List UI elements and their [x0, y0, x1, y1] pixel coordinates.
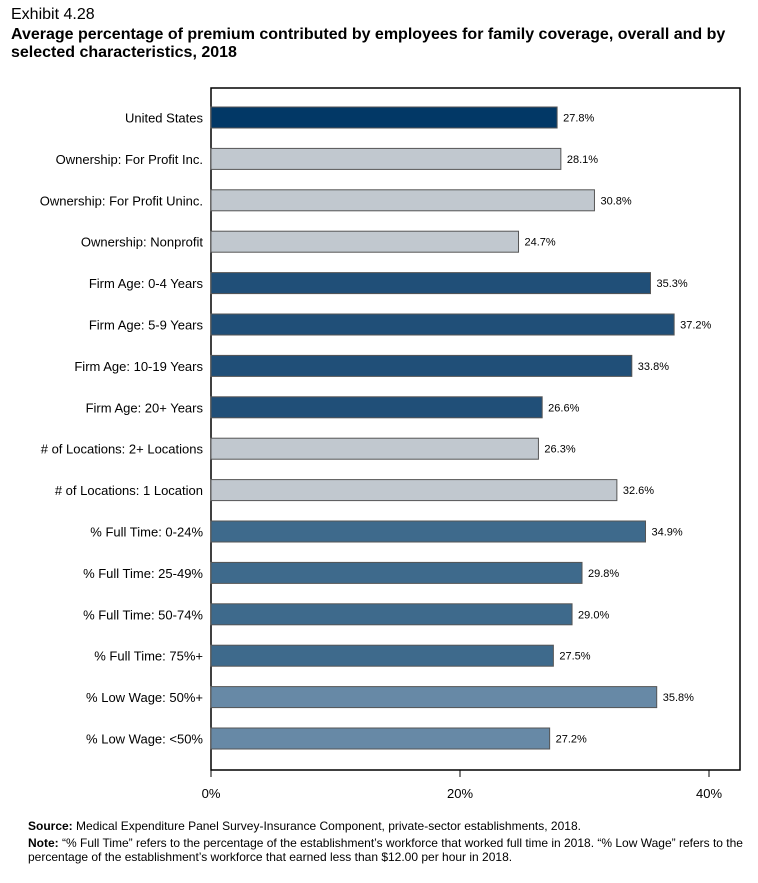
note-text: “% Full Time” refers to the percentage o… [28, 836, 743, 864]
data-label-4: 35.3% [656, 278, 687, 290]
bar-15 [210, 727, 551, 750]
bar-12 [210, 603, 573, 626]
source-text: Medical Expenditure Panel Survey-Insuran… [72, 819, 581, 833]
data-label-11: 29.8% [588, 568, 619, 580]
data-label-15: 27.2% [556, 734, 587, 746]
category-label-2: Ownership: For Profit Uninc. [40, 193, 203, 208]
category-label-0: United States [125, 111, 204, 126]
plot-frame [210, 87, 741, 771]
data-label-2: 30.8% [600, 195, 631, 207]
bar-13 [210, 644, 554, 667]
bar-9 [210, 479, 618, 502]
category-label-4: Firm Age: 0-4 Years [89, 276, 204, 291]
data-label-7: 26.6% [548, 402, 579, 414]
data-label-0: 27.8% [563, 113, 594, 125]
note-label: Note: [28, 836, 59, 850]
bar-8 [210, 437, 539, 460]
chart-title: Average percentage of premium contribute… [11, 26, 726, 61]
x-tick-label-2: 40% [696, 786, 722, 801]
data-label-13: 27.5% [559, 651, 590, 663]
bar-3 [210, 230, 520, 253]
exhibit-number: Exhibit 4.28 [11, 6, 95, 23]
category-label-5: Firm Age: 5-9 Years [89, 318, 204, 333]
bar-14 [210, 686, 658, 709]
bar-1 [210, 147, 562, 170]
bar-4 [210, 272, 651, 295]
category-label-6: Firm Age: 10-19 Years [74, 359, 203, 374]
category-label-10: % Full Time: 0-24% [90, 525, 203, 540]
data-label-6: 33.8% [638, 361, 669, 373]
footnote: Note: “% Full Time” refers to the percen… [28, 836, 748, 864]
data-label-10: 34.9% [652, 527, 683, 539]
data-label-14: 35.8% [663, 692, 694, 704]
data-label-9: 32.6% [623, 485, 654, 497]
bar-11 [210, 561, 583, 584]
category-label-12: % Full Time: 50-74% [83, 607, 203, 622]
category-label-11: % Full Time: 25-49% [83, 566, 203, 581]
category-label-14: % Low Wage: 50%+ [86, 690, 203, 705]
data-label-8: 26.3% [544, 444, 575, 456]
category-label-13: % Full Time: 75%+ [94, 649, 203, 664]
x-tick-label-0: 0% [202, 786, 221, 801]
data-label-1: 28.1% [567, 154, 598, 166]
x-tick-label-1: 20% [447, 786, 473, 801]
bar-2 [210, 189, 595, 212]
bar-5 [210, 313, 675, 336]
category-label-1: Ownership: For Profit Inc. [56, 152, 203, 167]
category-label-3: Ownership: Nonprofit [81, 235, 203, 250]
bar-10 [210, 520, 647, 543]
bar-0 [210, 106, 558, 129]
category-label-7: Firm Age: 20+ Years [86, 400, 204, 415]
bar-6 [210, 354, 633, 377]
data-label-5: 37.2% [680, 320, 711, 332]
category-label-9: # of Locations: 1 Location [55, 483, 203, 498]
data-label-12: 29.0% [578, 609, 609, 621]
source-label: Source: [28, 819, 73, 833]
source-note: Source: Medical Expenditure Panel Survey… [28, 819, 748, 833]
bar-7 [210, 396, 543, 419]
category-label-8: # of Locations: 2+ Locations [41, 442, 204, 457]
category-label-15: % Low Wage: <50% [86, 732, 203, 747]
data-label-3: 24.7% [525, 237, 556, 249]
